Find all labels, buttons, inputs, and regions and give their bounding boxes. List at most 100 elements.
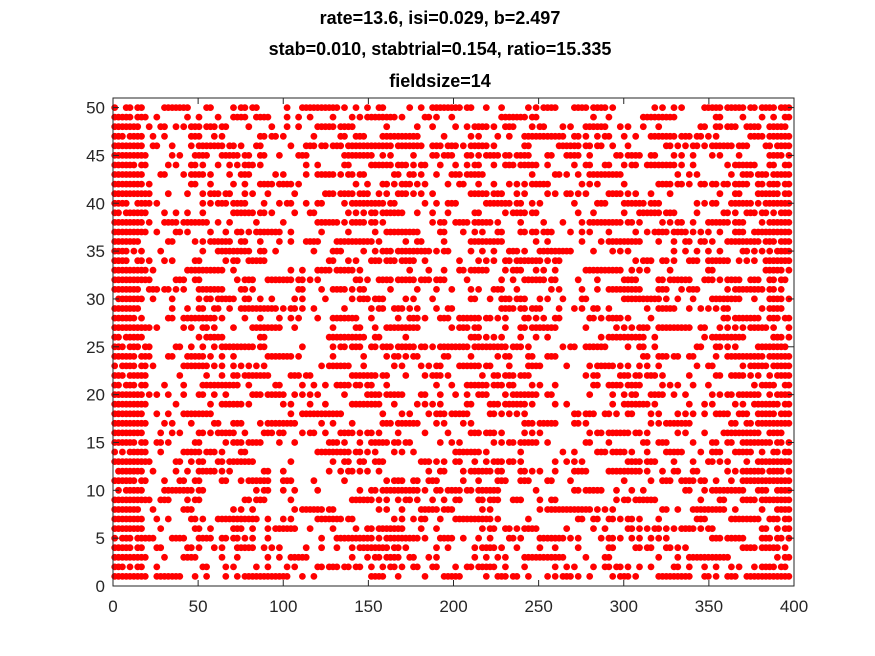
y-tick-label: 20 <box>86 386 105 405</box>
data-point <box>609 544 617 552</box>
data-point <box>739 228 747 236</box>
data-point <box>490 429 498 437</box>
data-point <box>735 563 743 571</box>
data-point <box>413 180 421 188</box>
data-point <box>398 525 406 532</box>
data-point <box>291 391 299 398</box>
data-point <box>199 190 207 198</box>
data-point <box>670 305 678 312</box>
data-point <box>195 132 203 140</box>
data-point <box>693 209 701 217</box>
data-point <box>747 199 754 207</box>
data-point <box>348 266 356 274</box>
data-point <box>199 515 207 523</box>
data-point <box>138 486 145 494</box>
data-point <box>157 448 165 456</box>
data-point <box>214 419 222 427</box>
data-point <box>425 276 433 284</box>
data-point <box>582 132 590 140</box>
data-point <box>195 257 203 265</box>
data-point <box>141 573 149 580</box>
data-point <box>754 276 762 284</box>
data-point <box>310 477 318 485</box>
data-point <box>371 228 379 236</box>
data-point <box>119 132 126 140</box>
data-point <box>406 410 414 418</box>
data-point <box>689 525 697 532</box>
data-point <box>666 219 674 226</box>
data-point <box>467 353 475 360</box>
data-point <box>368 429 375 437</box>
data-point <box>264 553 272 561</box>
data-point <box>467 563 475 571</box>
data-point <box>199 429 207 437</box>
data-point <box>207 199 214 207</box>
data-point <box>218 553 226 561</box>
data-point <box>279 515 287 523</box>
x-tick-label: 400 <box>780 597 808 616</box>
data-point <box>199 391 207 398</box>
data-point <box>444 353 452 360</box>
data-point <box>421 391 429 398</box>
data-point <box>574 544 582 552</box>
data-point <box>291 439 299 446</box>
data-point <box>249 209 256 217</box>
data-point <box>785 171 793 178</box>
data-point <box>318 362 325 370</box>
data-point <box>620 324 628 331</box>
data-point <box>402 161 410 169</box>
data-point <box>716 228 724 236</box>
data-point <box>620 132 628 140</box>
data-point <box>624 573 632 580</box>
data-point <box>364 553 371 561</box>
data-point <box>383 123 391 131</box>
data-point <box>207 410 214 418</box>
data-point <box>528 123 536 131</box>
data-point <box>636 429 643 437</box>
data-point <box>475 152 482 159</box>
data-point <box>184 113 191 121</box>
data-point <box>249 161 256 169</box>
data-point <box>574 190 582 198</box>
data-point <box>551 467 559 475</box>
data-point <box>482 104 490 111</box>
data-point <box>203 573 211 580</box>
data-point <box>245 228 253 236</box>
data-point <box>218 458 226 465</box>
data-point <box>348 515 356 523</box>
data-point <box>701 238 708 245</box>
data-point <box>624 372 632 379</box>
data-point <box>747 171 754 178</box>
data-point <box>161 132 168 140</box>
data-point <box>590 525 597 532</box>
data-point <box>207 353 214 360</box>
data-point <box>371 486 379 494</box>
data-point <box>682 142 689 150</box>
data-point <box>210 324 218 331</box>
data-point <box>191 515 199 523</box>
data-point <box>272 247 279 255</box>
data-point <box>743 180 751 188</box>
data-point <box>276 152 283 159</box>
data-point <box>567 190 574 198</box>
data-point <box>375 333 383 341</box>
data-point <box>149 534 157 542</box>
data-point <box>544 257 551 265</box>
data-point <box>222 123 230 131</box>
data-point <box>712 353 720 360</box>
data-point <box>494 400 502 408</box>
data-point <box>406 180 414 188</box>
data-point <box>697 525 705 532</box>
data-point <box>716 104 724 111</box>
data-point <box>436 372 444 379</box>
data-point <box>479 247 486 255</box>
data-point <box>655 419 663 427</box>
data-point <box>678 219 685 226</box>
data-point <box>233 257 241 265</box>
data-point <box>620 477 628 485</box>
data-point <box>502 563 509 571</box>
data-point <box>521 295 528 303</box>
data-point <box>360 353 368 360</box>
data-point <box>161 171 168 178</box>
data-point <box>122 247 130 255</box>
